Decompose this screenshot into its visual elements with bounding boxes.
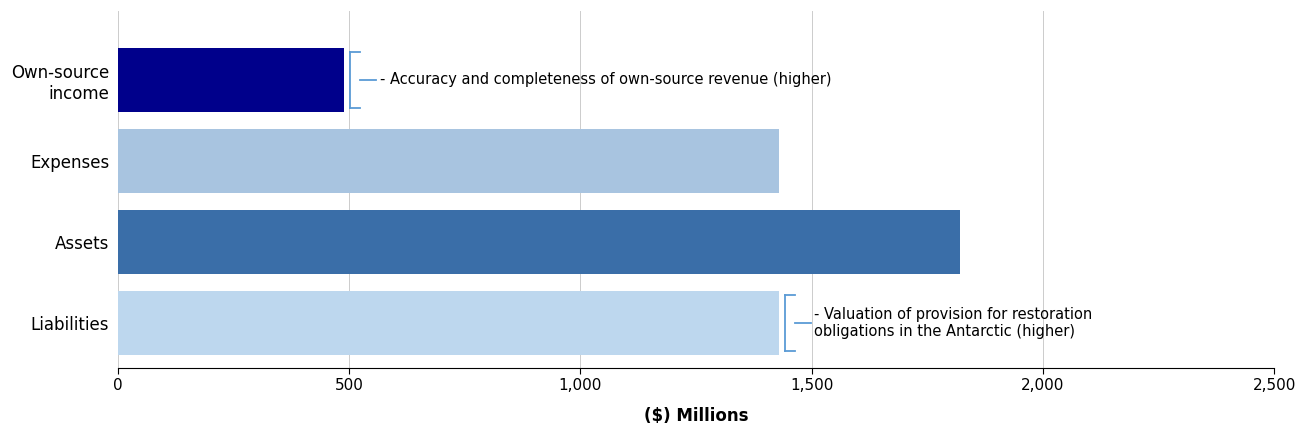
Bar [118, 211, 959, 274]
Text: - Accuracy and completeness of own-source revenue (higher): - Accuracy and completeness of own-sourc… [379, 72, 831, 88]
Bar [118, 48, 344, 112]
Text: - Valuation of provision for restoration
obligations in the Antarctic (higher): - Valuation of provision for restoration… [814, 307, 1093, 339]
Bar [118, 129, 779, 193]
Bar [118, 291, 779, 354]
X-axis label: ($) Millions: ($) Millions [644, 407, 748, 425]
